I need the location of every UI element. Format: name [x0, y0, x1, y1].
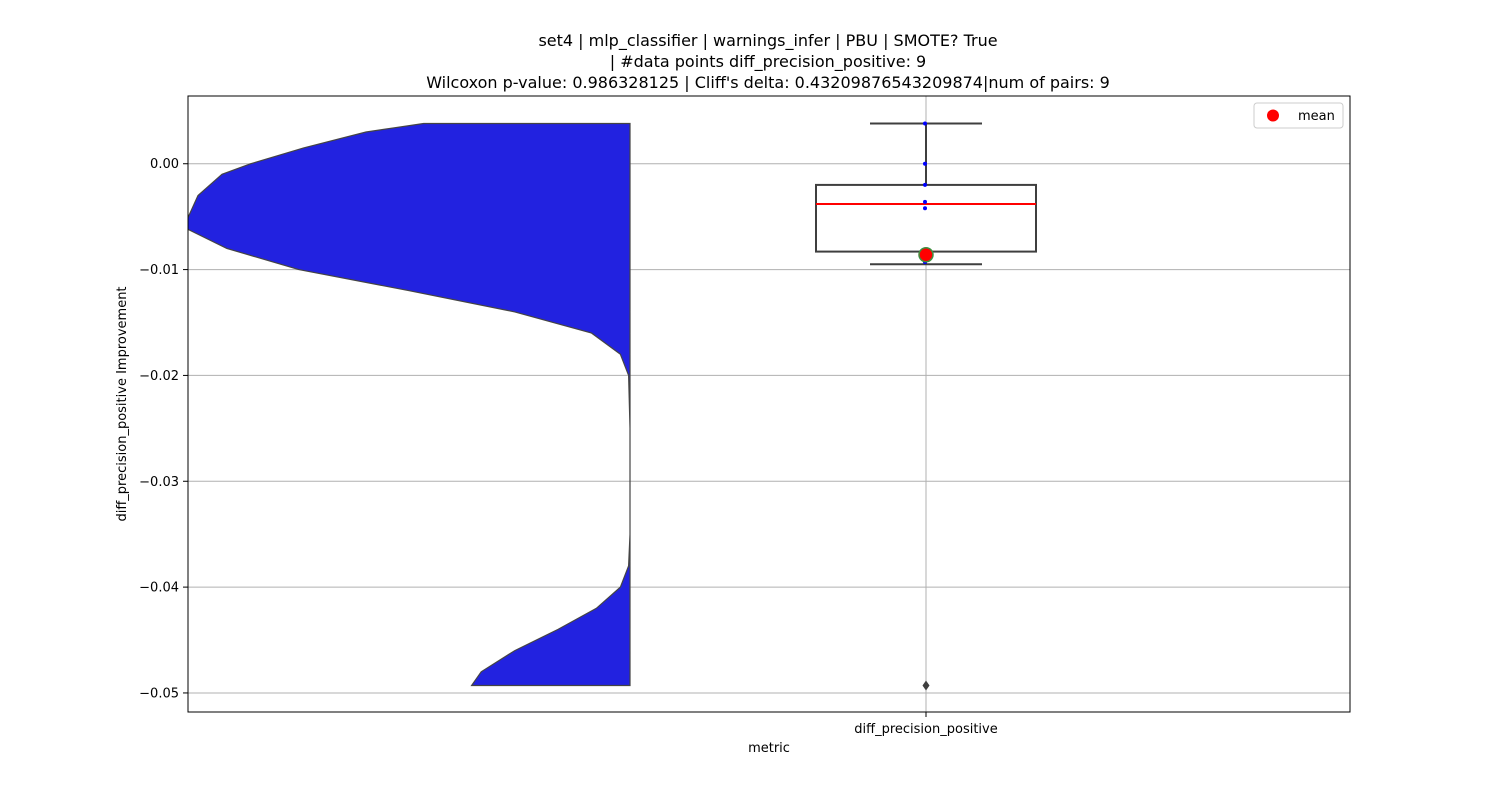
chart-title-line-1: set4 | mlp_classifier | warnings_infer |… [538, 31, 997, 51]
data-point-4 [923, 206, 927, 211]
y-axis-ticks: 0.00 −0.01 −0.02 −0.03 −0.04 −0.05 [139, 157, 188, 701]
violin-body [188, 122, 631, 687]
y-tick-label-1: −0.01 [139, 263, 179, 278]
box-iqr [815, 183, 1037, 253]
x-axis-ticks: diff_precision_positive [854, 712, 998, 737]
chart-title: set4 | mlp_classifier | warnings_infer |… [426, 31, 1110, 92]
y-tick-label-3: −0.03 [139, 475, 179, 490]
box-plot [815, 122, 1037, 691]
data-point-0 [923, 121, 927, 126]
y-axis-label: diff_precision_positive Improvement [115, 286, 130, 521]
y-tick-label-4: −0.04 [139, 581, 179, 596]
data-points [918, 121, 934, 265]
mean-marker [918, 247, 934, 263]
y-tick-label-0: 0.00 [150, 157, 179, 172]
x-tick-label-0: diff_precision_positive [854, 722, 997, 737]
chart-title-line-3: Wilcoxon p-value: 0.986328125 | Cliff's … [426, 73, 1110, 92]
x-axis-label: metric [748, 741, 790, 756]
legend-frame [1253, 102, 1344, 129]
data-point-3 [923, 199, 927, 204]
outlier-point-0 [922, 680, 930, 691]
data-point-2 [923, 182, 927, 187]
y-tick-label-5: −0.05 [139, 686, 179, 701]
plot-area-frame [187, 95, 1351, 713]
legend: mean [1253, 102, 1344, 129]
data-point-1 [923, 161, 927, 166]
y-tick-label-2: −0.02 [139, 369, 179, 384]
violin [188, 122, 631, 687]
legend-label-mean: mean [1298, 109, 1335, 124]
legend-marker-mean [1267, 109, 1279, 122]
chart-title-line-2: | #data points diff_precision_positive: … [610, 52, 926, 72]
